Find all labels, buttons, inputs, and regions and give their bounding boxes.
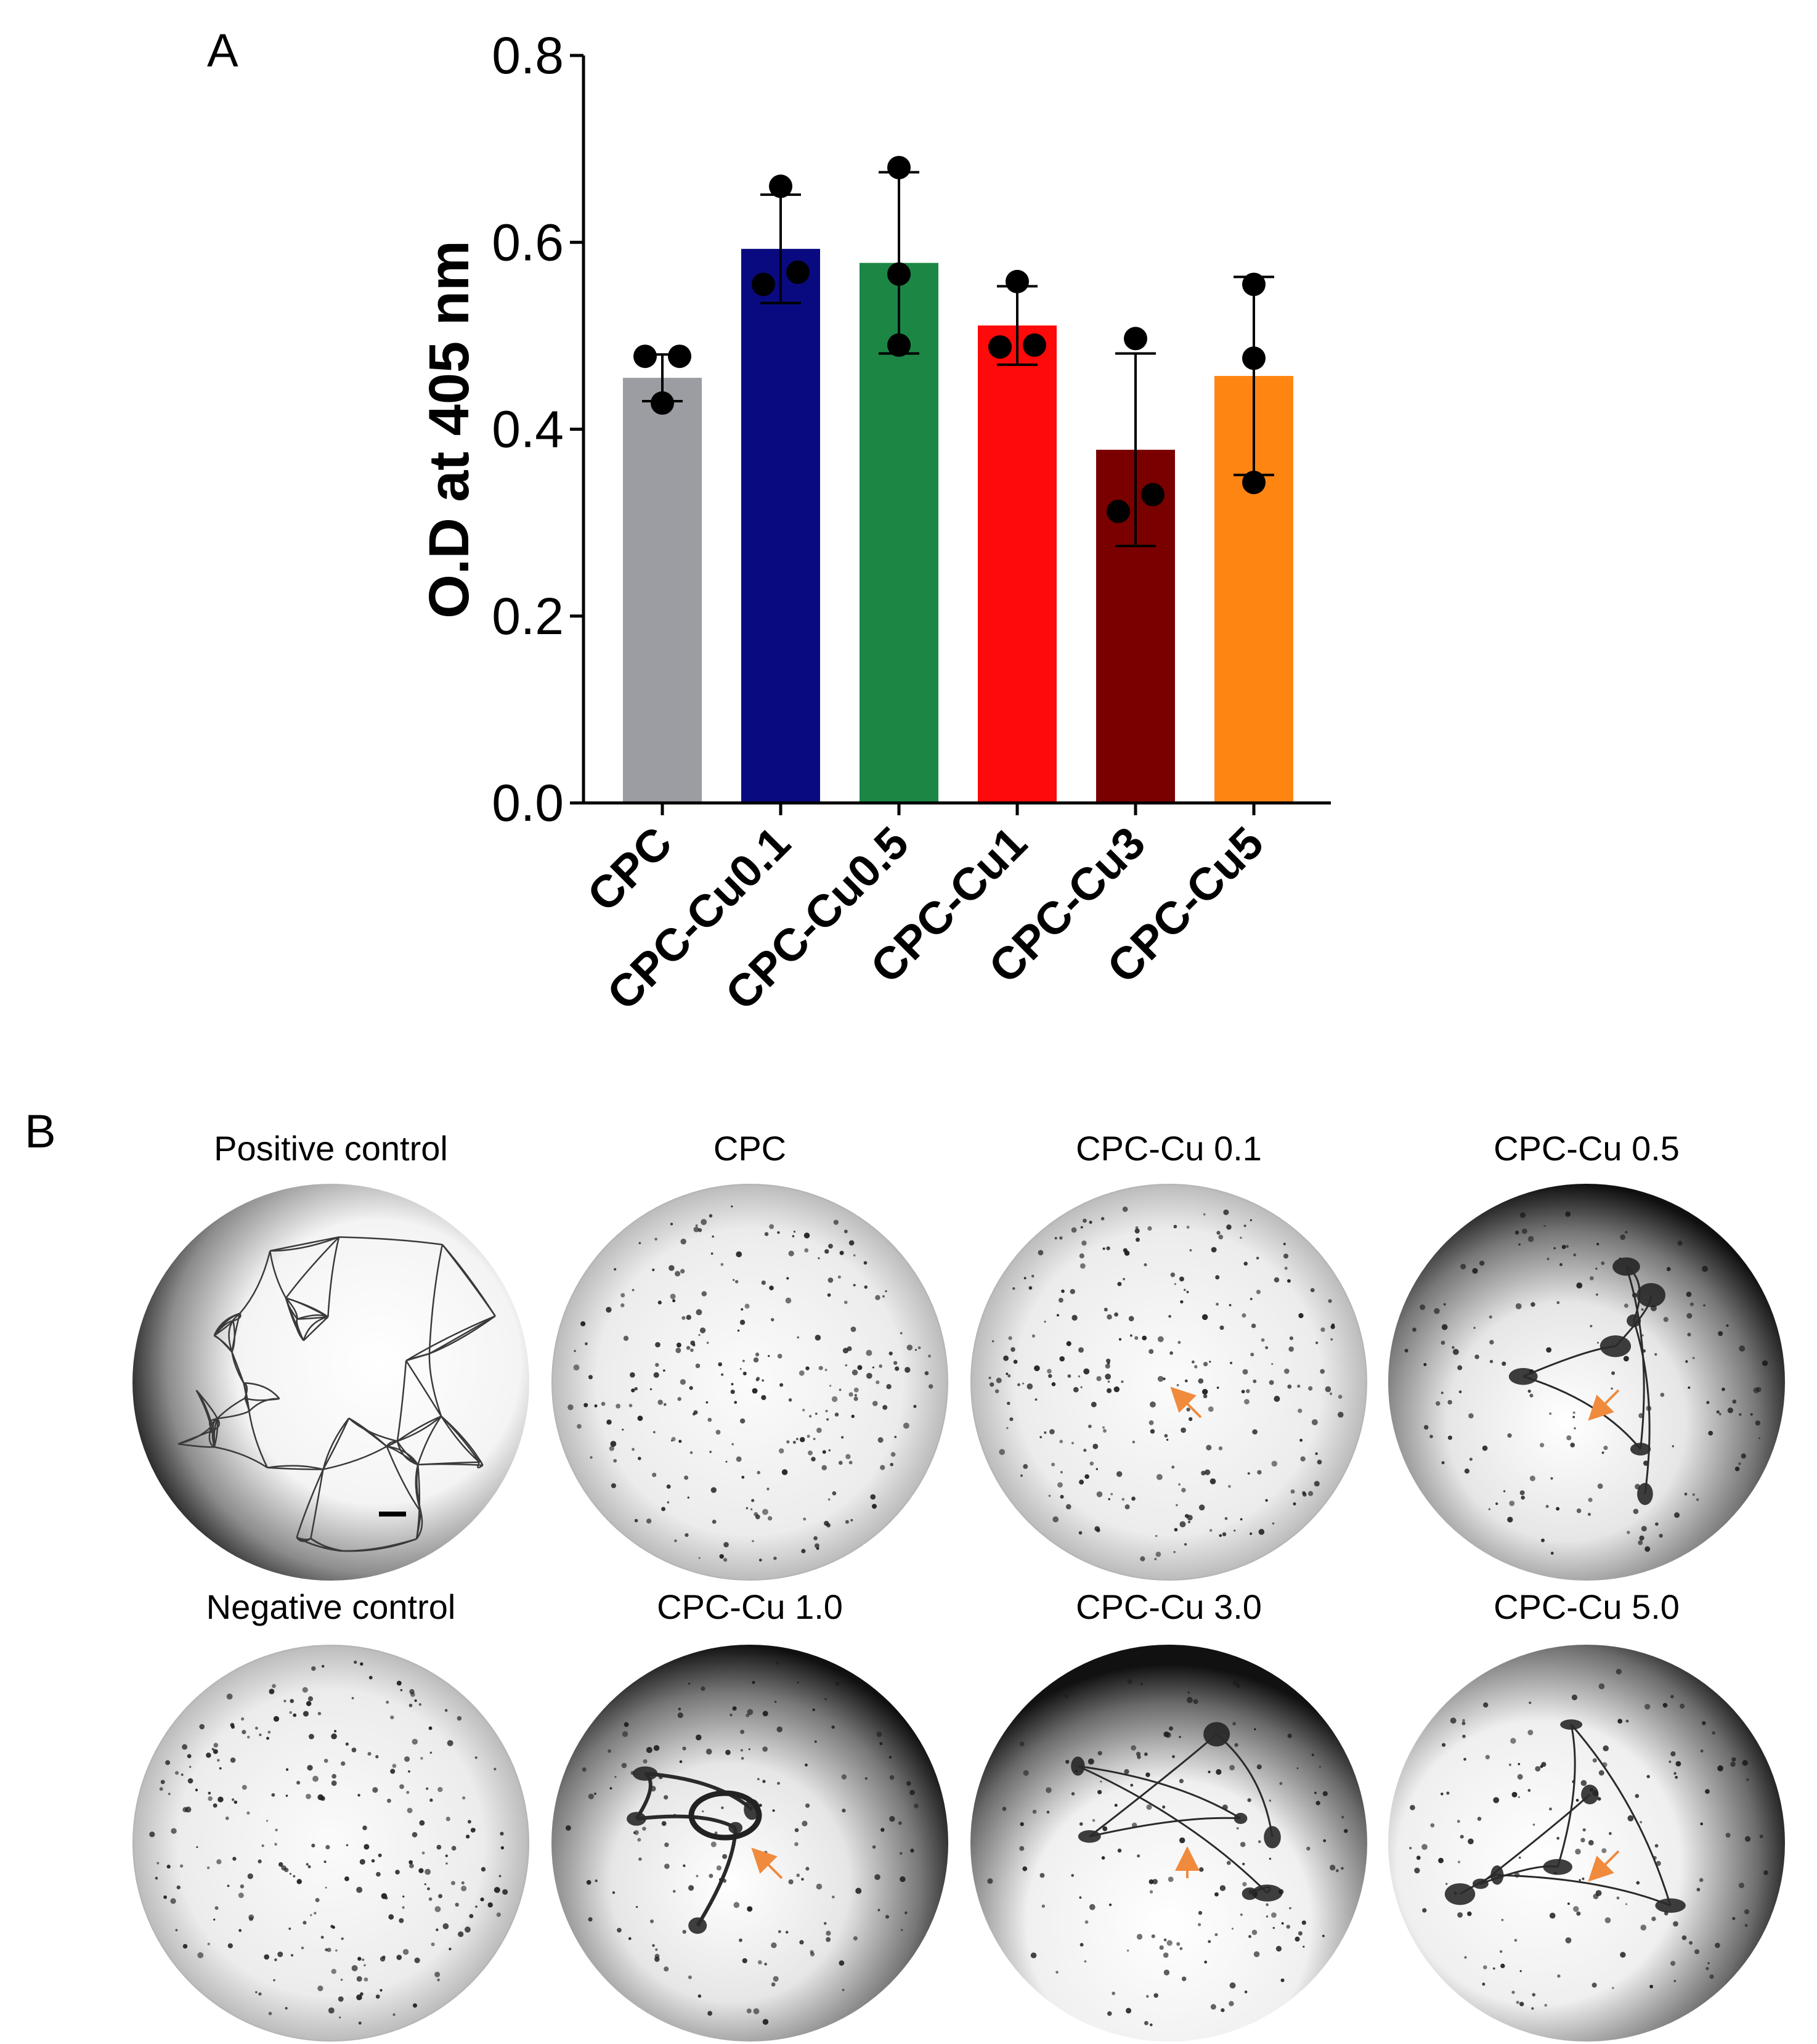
cell-cords (635, 1772, 754, 1927)
well-image-3: CPC-Cu 0.1 (970, 1129, 1367, 1581)
scale-bar (379, 1512, 406, 1517)
cell-cords (1077, 1733, 1274, 1895)
data-point (1107, 499, 1130, 523)
well-circle (551, 1645, 948, 2042)
data-point (1242, 470, 1266, 494)
orange-arrow-icon (1588, 1389, 1620, 1421)
cell-cords (1459, 1724, 1672, 1907)
well-image-7: CPC-Cu 3.0 (970, 1587, 1367, 2042)
well-title: CPC-Cu 1.0 (657, 1587, 843, 1626)
well-title: Positive control (214, 1129, 448, 1168)
bar-4 (978, 325, 1057, 803)
y-tick-label: 0.8 (492, 26, 564, 84)
bar-1 (623, 378, 702, 803)
data-point (887, 333, 911, 357)
well-circle (132, 1184, 529, 1581)
orange-arrow-icon (1588, 1850, 1620, 1882)
data-point (786, 260, 810, 284)
data-point (769, 174, 792, 198)
well-image-2: CPC (551, 1129, 948, 1581)
bar-chart: 0.0 0.2 0.4 0.6 0.8 CPCCPC-Cu0.1CPC-Cu0.5CPC… (418, 26, 1331, 1020)
tube-loop (688, 1790, 762, 1841)
error-bar-5 (1115, 352, 1156, 548)
data-point (1242, 346, 1266, 370)
error-bars (642, 171, 1274, 548)
tube-formation-images: Positive control CPC CPC-Cu 0.1 CPC-Cu 0.5 N… (132, 1129, 1785, 2042)
well-image-8: CPC-Cu 5.0 (1388, 1587, 1785, 2042)
panel-b-letter: B (25, 1105, 56, 1158)
data-point (1124, 327, 1147, 351)
data-point (887, 155, 911, 179)
y-tick-label: 0.6 (492, 213, 564, 271)
capillary-network (177, 1236, 496, 1552)
well-title: CPC-Cu 5.0 (1494, 1587, 1680, 1626)
y-axis-label: O.D at 405 nm (418, 240, 481, 619)
cell-cords (1522, 1266, 1652, 1494)
well-image-4: CPC-Cu 0.5 (1388, 1129, 1785, 1581)
well-texture (988, 1207, 1344, 1562)
well-circle (1388, 1184, 1785, 1581)
data-point (1023, 333, 1046, 357)
data-point (1242, 272, 1266, 296)
data-point (633, 344, 657, 368)
bars (623, 248, 1293, 803)
y-tick-label: 0.0 (492, 774, 564, 832)
panel-a-letter: A (207, 25, 238, 77)
well-image-1: Positive control (132, 1129, 529, 1581)
data-points (633, 155, 1266, 523)
well-texture (565, 1661, 919, 2025)
data-point (752, 272, 775, 296)
well-circle (132, 1645, 529, 2042)
y-ticks: 0.0 0.2 0.4 0.6 0.8 (492, 26, 583, 832)
well-texture (149, 1660, 508, 2025)
data-point (1006, 269, 1029, 293)
y-tick-label: 0.2 (492, 587, 564, 645)
well-image-6: CPC-Cu 1.0 (551, 1587, 948, 2042)
data-point (887, 262, 911, 286)
well-title: CPC-Cu 0.5 (1494, 1129, 1680, 1168)
x-ticks: CPCCPC-Cu0.1CPC-Cu0.5CPC-Cu1CPC-Cu3CPC-C… (577, 803, 1273, 1020)
data-point (988, 335, 1012, 359)
bar-2 (741, 248, 820, 803)
well-circle (1388, 1645, 1785, 2042)
data-point (651, 391, 674, 415)
data-point (1141, 482, 1165, 507)
well-title: CPC-Cu 3.0 (1076, 1587, 1262, 1626)
orange-arrow-icon (1170, 1386, 1202, 1419)
well-title: CPC (713, 1129, 786, 1168)
data-point (668, 344, 691, 368)
well-circle (970, 1645, 1367, 2042)
x-tick-label: CPC (577, 817, 681, 921)
well-title: CPC-Cu 0.1 (1076, 1129, 1262, 1168)
well-texture (567, 1205, 933, 1562)
orange-arrow-icon (751, 1847, 783, 1879)
well-circle (551, 1184, 948, 1581)
y-tick-label: 0.4 (492, 401, 564, 458)
well-circle (970, 1184, 1367, 1581)
well-image-5: Negative control (132, 1587, 529, 2042)
well-title: Negative control (206, 1587, 456, 1626)
